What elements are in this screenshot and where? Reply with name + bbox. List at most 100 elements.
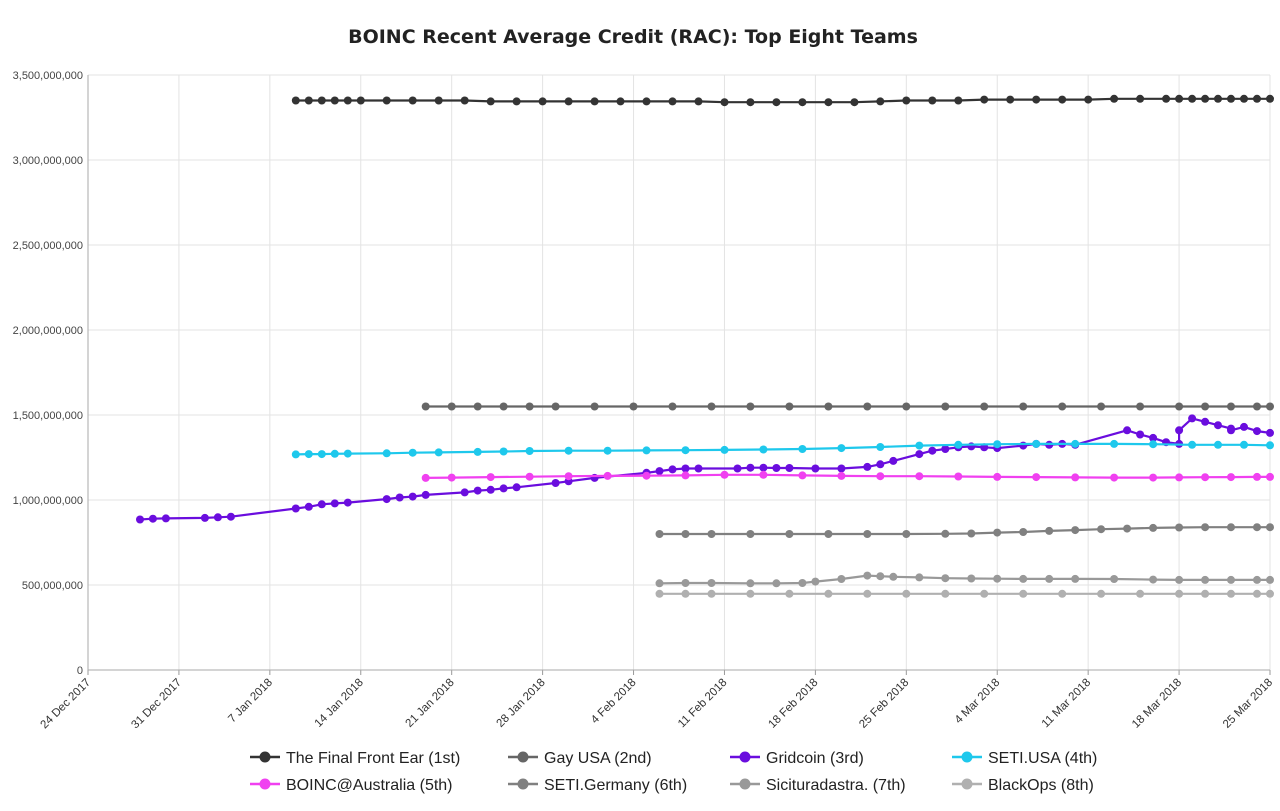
data-point [993, 472, 1002, 481]
y-tick-label: 1,000,000,000 [13, 495, 83, 507]
data-point [668, 402, 677, 411]
data-point [993, 440, 1002, 449]
data-point [733, 464, 742, 473]
data-point [902, 96, 911, 105]
series-line [659, 526, 1270, 536]
data-point [681, 471, 690, 480]
data-point [876, 443, 885, 451]
data-point [1136, 589, 1145, 598]
data-point [785, 530, 794, 538]
legend-item[interactable]: Gridcoin (3rd) [730, 750, 864, 767]
y-tick-label: 0 [77, 665, 83, 677]
data-point [1032, 95, 1041, 104]
x-tick-label: 18 Mar 2018 [1130, 677, 1184, 731]
x-tick-label: 21 Jan 2018 [404, 677, 457, 730]
data-point [1266, 589, 1274, 598]
data-point [1149, 575, 1158, 584]
data-point [1136, 94, 1145, 103]
data-point [1227, 402, 1235, 411]
legend-swatch-marker [517, 751, 529, 763]
data-point [1188, 440, 1197, 449]
data-point [655, 589, 664, 598]
data-point [1240, 94, 1248, 103]
data-point [1071, 473, 1080, 482]
data-point [1097, 525, 1106, 534]
data-point [980, 402, 989, 411]
data-point [473, 486, 482, 495]
data-point [1110, 94, 1119, 103]
data-point [1201, 473, 1210, 482]
legend-item[interactable]: SETI.Germany (6th) [508, 777, 687, 794]
data-point [941, 574, 950, 583]
data-point [161, 514, 170, 523]
data-point [330, 96, 339, 105]
data-point [928, 96, 937, 105]
x-tick-label: 7 Jan 2018 [226, 677, 275, 726]
data-point [759, 445, 768, 454]
data-point [720, 445, 729, 454]
data-point [954, 440, 963, 449]
data-point [941, 589, 950, 598]
data-point [1136, 430, 1145, 439]
legend-item[interactable]: Gay USA (2nd) [508, 750, 652, 767]
data-point [421, 473, 430, 482]
data-point [1253, 402, 1261, 411]
data-point [200, 513, 209, 522]
data-point [746, 589, 755, 598]
data-point [655, 579, 664, 588]
data-point [863, 571, 872, 580]
data-point [798, 98, 807, 107]
data-point [564, 97, 573, 106]
y-tick-label: 1,500,000,000 [13, 410, 83, 422]
legend-item[interactable]: Sicituradastra. (7th) [730, 777, 906, 794]
data-point [707, 402, 716, 411]
data-point [1149, 440, 1158, 449]
legend-item[interactable]: The Final Front Ear (1st) [250, 750, 460, 767]
data-point [525, 402, 534, 411]
data-point [811, 464, 820, 473]
data-point [1149, 433, 1158, 442]
data-point [889, 456, 898, 465]
legend-item[interactable]: BlackOps (8th) [952, 777, 1094, 794]
data-point [980, 95, 989, 104]
data-point [1201, 94, 1210, 103]
data-point [1175, 402, 1184, 411]
data-point [941, 402, 950, 411]
data-point [1201, 417, 1210, 426]
data-point [642, 446, 651, 455]
data-point [1253, 523, 1261, 532]
data-point [824, 530, 833, 538]
data-point [941, 529, 950, 538]
data-point [447, 473, 456, 482]
data-point [486, 97, 495, 106]
data-point [616, 97, 625, 106]
data-point [1123, 524, 1132, 533]
x-tick-label: 18 Feb 2018 [766, 677, 820, 731]
data-point [993, 528, 1002, 537]
series-lines [136, 94, 1274, 598]
data-point [889, 572, 898, 581]
series-4 [291, 439, 1274, 459]
data-point [785, 402, 794, 411]
data-point [746, 463, 755, 472]
data-point [915, 472, 924, 481]
data-point [1253, 472, 1261, 481]
data-point [1227, 473, 1235, 482]
data-point [382, 96, 391, 105]
legend-item[interactable]: SETI.USA (4th) [952, 750, 1097, 767]
legend-swatch-marker [259, 778, 271, 790]
data-point [941, 445, 950, 453]
data-point [538, 97, 547, 106]
data-point [1006, 95, 1015, 104]
data-point [291, 96, 300, 105]
data-point [317, 96, 326, 105]
legend-label: Gridcoin (3rd) [766, 750, 864, 767]
legend-item[interactable]: BOINC@Australia (5th) [250, 777, 453, 794]
x-tick-label: 14 Jan 2018 [313, 677, 366, 730]
legend-label: Gay USA (2nd) [544, 750, 652, 767]
data-point [1097, 402, 1106, 411]
x-tick-label: 31 Dec 2017 [129, 677, 184, 732]
data-point [1110, 575, 1119, 583]
data-point [148, 514, 157, 523]
data-point [772, 579, 781, 588]
